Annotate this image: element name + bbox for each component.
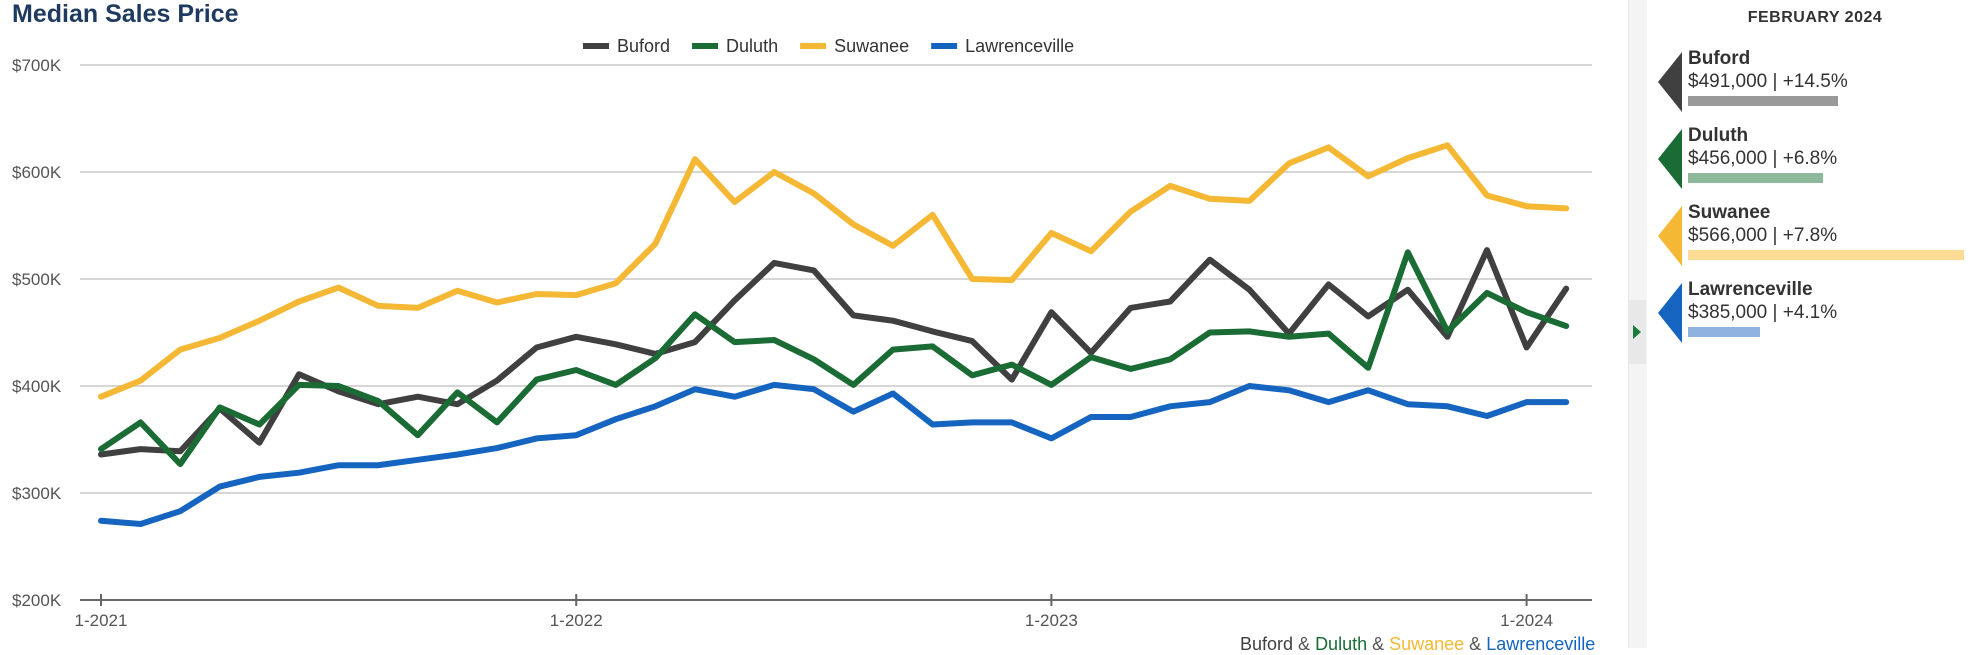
legend-label-duluth[interactable]: Duluth (726, 36, 778, 56)
summary-card-lawrenceville: Lawrenceville $385,000 | +4.1% (1658, 279, 1978, 349)
card-name: Buford (1688, 48, 1751, 69)
summary-card-duluth: Duluth $456,000 | +6.8% (1658, 125, 1978, 195)
pointer-icon (1658, 206, 1682, 266)
y-tick-label: $600K (12, 163, 62, 182)
card-name: Lawrenceville (1688, 279, 1813, 300)
pointer-icon (1658, 283, 1682, 343)
card-bar (1688, 327, 1760, 337)
panel-toggle-button[interactable] (1628, 300, 1646, 364)
x-tick-label: 1-2022 (550, 611, 603, 630)
card-name: Duluth (1688, 125, 1749, 146)
summary-panel: FEBRUARY 2024 Buford $491,000 | +14.5% Dul… (1646, 0, 1984, 648)
y-tick-label: $200K (12, 591, 62, 610)
card-bar (1688, 173, 1823, 183)
x-tick-label: 1-2021 (75, 611, 128, 630)
card-bar (1688, 250, 1964, 260)
card-name: Suwanee (1688, 202, 1771, 223)
chart-title: Median Sales Price (12, 0, 239, 28)
footer-separator: & (1293, 634, 1316, 654)
summary-card-buford: Buford $491,000 | +14.5% (1658, 48, 1978, 118)
series-lines (98, 142, 1570, 527)
footer-series-name: Buford (1240, 634, 1294, 654)
x-axis: 1-2021 1-2022 1-2023 1-2024 (75, 594, 1553, 630)
footer-series-name: Duluth (1315, 634, 1368, 654)
legend-label-suwanee[interactable]: Suwanee (834, 36, 909, 56)
series-line-suwanee (98, 142, 1570, 400)
pointer-icon (1658, 129, 1682, 189)
series-line-lawrenceville (98, 381, 1570, 527)
grid-lines: $200K $300K $400K $500K $600K $700K (12, 56, 1592, 610)
series-line-duluth (98, 249, 1570, 468)
y-tick-label: $300K (12, 484, 62, 503)
footer-separator: & (1367, 634, 1390, 654)
series-line-buford (98, 247, 1570, 458)
panel-title: FEBRUARY 2024 (1747, 9, 1883, 26)
x-tick-label: 1-2023 (1025, 611, 1078, 630)
legend-label-buford[interactable]: Buford (617, 36, 670, 56)
line-chart: $200K$300K$400K$500K$600K$700K 1-2021 1-2… (12, 36, 1592, 630)
footer-series-name: Suwanee (1389, 634, 1465, 654)
footer-separator: & (1464, 634, 1487, 654)
footer-series-name: Lawrenceville (1486, 634, 1596, 654)
summary-card-suwanee: Suwanee $566,000 | +7.8% (1658, 202, 1978, 272)
legend-label-lawrenceville[interactable]: Lawrenceville (965, 36, 1074, 56)
y-tick-label: $700K (12, 56, 62, 75)
legend: Buford Duluth Suwanee Lawrenceville (583, 36, 1074, 56)
card-value: $385,000 | +4.1% (1688, 302, 1838, 323)
pointer-icon (1658, 52, 1682, 112)
card-value: $456,000 | +6.8% (1688, 148, 1838, 169)
chevron-right-icon (1633, 325, 1641, 339)
y-tick-label: $500K (12, 270, 62, 289)
x-tick-label: 1-2024 (1500, 611, 1553, 630)
y-tick-label: $400K (12, 377, 62, 396)
card-bar (1688, 96, 1838, 106)
card-value: $491,000 | +14.5% (1688, 71, 1848, 92)
card-value: $566,000 | +7.8% (1688, 225, 1838, 246)
footer-series-note: Buford & Duluth & Suwanee & Lawrencevill… (1240, 634, 1595, 655)
